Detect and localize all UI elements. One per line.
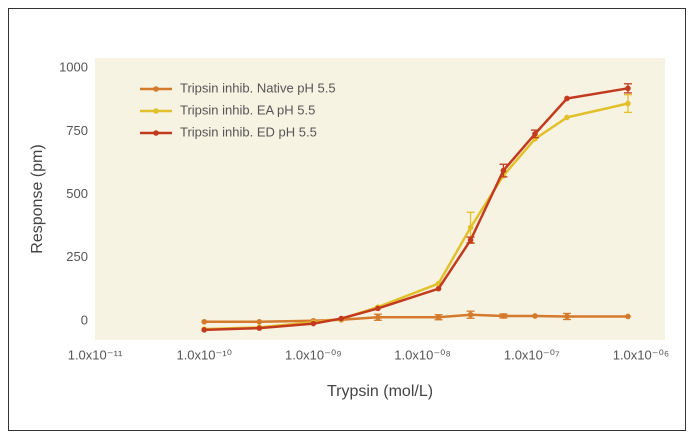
legend-marker	[153, 130, 159, 136]
data-point	[625, 100, 631, 107]
legend-marker	[153, 86, 159, 92]
data-point	[201, 327, 207, 333]
data-point	[201, 318, 207, 325]
legend-label: Tripsin inhib. Native pH 5.5	[180, 80, 336, 95]
legend-label: Tripsin inhib. EA pH 5.5	[180, 102, 315, 117]
x-tick-label: 1.0x10⁻¹¹	[68, 347, 123, 362]
data-point	[467, 224, 474, 231]
data-point	[310, 320, 317, 327]
legend-label: Tripsin inhib. ED pH 5.5	[180, 124, 317, 139]
data-point	[435, 314, 442, 321]
data-point	[500, 167, 507, 174]
data-point	[467, 237, 474, 243]
data-point	[532, 131, 538, 137]
y-tick-label: 0	[81, 312, 88, 327]
x-axis-title: Trypsin (mol/L)	[327, 383, 433, 400]
x-tick-label: 1.0x10⁻⁰⁶	[613, 347, 669, 362]
x-tick-label: 1.0x10⁻¹⁰	[176, 347, 231, 362]
y-tick-label: 250	[66, 249, 88, 264]
data-point	[564, 114, 570, 121]
y-tick-label: 750	[66, 123, 88, 138]
x-tick-label: 1.0x10⁻⁰⁹	[285, 347, 342, 362]
data-point	[467, 311, 474, 318]
data-point	[532, 313, 538, 319]
plot-area	[95, 58, 665, 340]
x-tick-label: 1.0x10⁻⁰⁷	[504, 347, 560, 362]
data-point	[500, 313, 507, 319]
data-point	[338, 315, 345, 322]
data-point	[256, 318, 263, 325]
data-point	[564, 313, 570, 320]
data-point	[625, 313, 631, 320]
legend-marker	[153, 108, 159, 114]
data-point	[564, 95, 570, 102]
data-point	[375, 305, 381, 312]
data-point	[625, 85, 631, 92]
data-point	[435, 285, 442, 292]
data-point	[256, 325, 263, 331]
y-tick-label: 500	[66, 186, 88, 201]
x-tick-label: 1.0x10⁻⁰⁸	[394, 347, 451, 362]
data-point	[375, 314, 381, 321]
y-tick-label: 1000	[59, 60, 88, 75]
y-axis-title: Response (pm)	[29, 144, 46, 253]
